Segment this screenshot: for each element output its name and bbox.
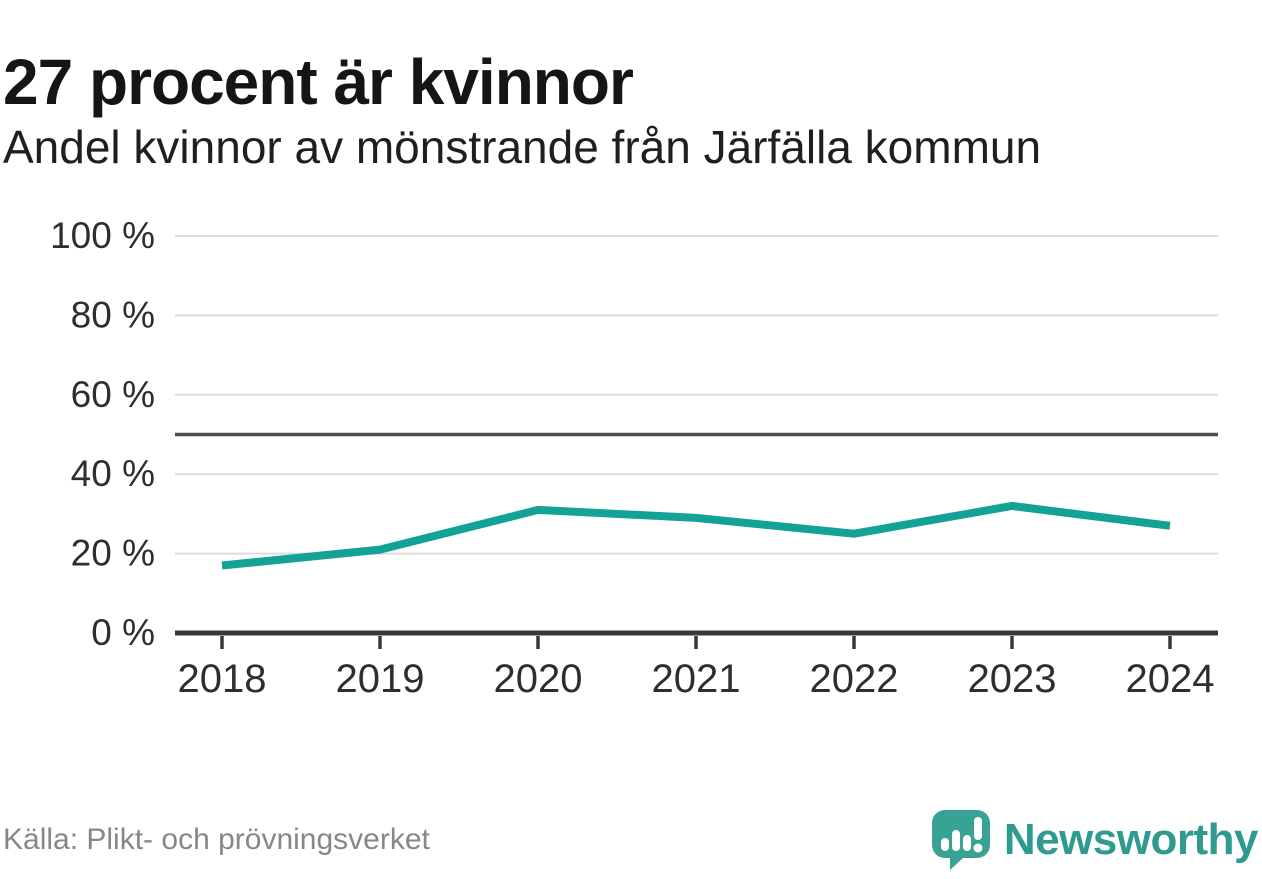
line-chart: 0 % 20 % 40 % 60 % 80 % 100 % 2018 2019 2020 2021… bbox=[50, 215, 1218, 701]
newsworthy-bubble-chart-icon bbox=[931, 810, 990, 870]
x-tick-label: 2018 bbox=[178, 657, 267, 701]
x-tick-label: 2022 bbox=[810, 657, 899, 701]
y-tick-label: 100 % bbox=[50, 215, 155, 256]
x-tick-label: 2019 bbox=[336, 657, 425, 701]
x-tick-label: 2021 bbox=[652, 657, 741, 701]
x-tick-label: 2024 bbox=[1126, 657, 1215, 701]
y-tick-label: 40 % bbox=[71, 453, 155, 494]
data-line-andel-kvinnor-av-m-nstrande bbox=[221, 501, 1171, 570]
chart-area: 0 % 20 % 40 % 60 % 80 % 100 % 2018 2019 2020 2021… bbox=[0, 210, 1262, 720]
chart-subtitle: Andel kvinnor av mönstrande från Järfäll… bbox=[3, 121, 1042, 173]
brand-name: Newsworthy bbox=[1003, 815, 1259, 864]
x-tick-label: 2020 bbox=[494, 657, 583, 701]
y-tick-label: 60 % bbox=[71, 374, 155, 415]
y-tick-label: 20 % bbox=[71, 533, 155, 574]
footer: Källa: Plikt- och prövningsverket Newswo… bbox=[0, 807, 1262, 879]
source-text: Källa: Plikt- och prövningsverket bbox=[3, 823, 430, 856]
y-tick-label: 80 % bbox=[71, 294, 155, 335]
chart-title: 27 procent är kvinnor bbox=[3, 45, 634, 118]
y-tick-label: 0 % bbox=[91, 612, 155, 653]
newsworthy-logo: Newsworthy bbox=[929, 808, 1259, 872]
x-tick-label: 2023 bbox=[968, 657, 1057, 701]
